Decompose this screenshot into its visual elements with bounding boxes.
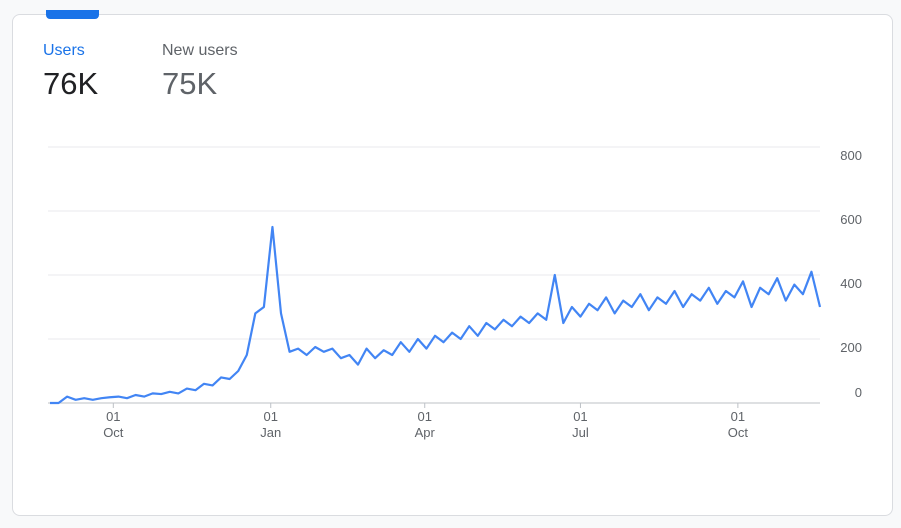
metric-tab[interactable]: Users 76K: [43, 42, 98, 102]
x-tick-label: 01 Oct: [103, 409, 124, 440]
y-tick-label: 0: [855, 385, 862, 400]
y-tick-label: 600: [840, 212, 862, 227]
y-tick-label: 800: [840, 148, 862, 163]
metric-tab[interactable]: New users 75K: [162, 42, 238, 102]
card: [12, 14, 893, 516]
metric-label: New users: [162, 42, 238, 59]
metric-label: Users: [43, 42, 85, 59]
y-tick-label: 200: [840, 340, 862, 355]
metric-value: 76K: [43, 66, 99, 101]
selected-tab-indicator: [46, 10, 99, 19]
x-tick-label: 01 Jul: [572, 409, 589, 440]
metric-value: 75K: [162, 66, 218, 101]
data-line: [50, 225, 822, 405]
x-tick-label: 01 Oct: [728, 409, 749, 440]
y-tick-label: 400: [840, 276, 862, 291]
x-tick-label: 01 Apr: [415, 409, 436, 440]
x-tick-label: 01 Jan: [260, 409, 281, 440]
